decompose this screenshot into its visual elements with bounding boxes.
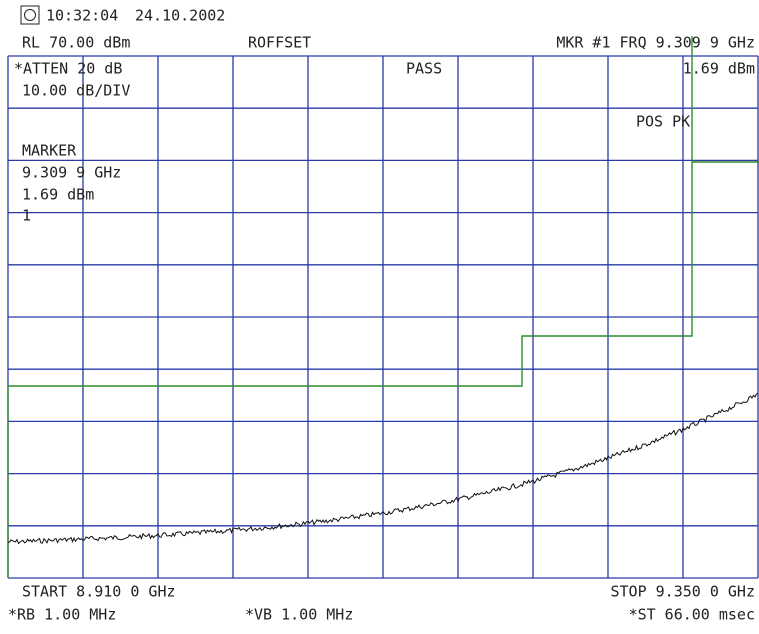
limit-result: PASS — [406, 60, 442, 78]
trace — [7, 392, 759, 545]
date: 24.10.2002 — [135, 7, 225, 25]
detector: POS PK — [636, 113, 690, 131]
video-bandwidth: *VB 1.00 MHz — [245, 606, 353, 624]
start-frequency: START 8.910 0 GHz — [22, 583, 176, 601]
stop-frequency: STOP 9.350 0 GHz — [611, 583, 756, 601]
marker-number: 1 — [22, 207, 31, 225]
limit-line — [7, 36, 759, 578]
time: 10:32:04 — [46, 7, 118, 25]
sweep-time: *ST 66.00 msec — [629, 606, 755, 624]
resolution-bandwidth: *RB 1.00 MHz — [8, 606, 116, 624]
reference-level: RL 70.00 dBm — [22, 34, 130, 52]
graticule — [7, 55, 759, 579]
logo-box — [20, 5, 40, 25]
attenuation: *ATTEN 20 dB — [14, 60, 122, 78]
logo — [24, 9, 36, 21]
marker-title: MARKER — [22, 142, 77, 160]
marker-amplitude: 1.69 dBm — [683, 60, 755, 78]
scale: 10.00 dB/DIV — [22, 82, 130, 100]
marker-frequency-box: 9.309 9 GHz — [22, 164, 121, 182]
offset: ROFFSET — [248, 34, 311, 52]
marker-amplitude-box: 1.69 dBm — [22, 186, 94, 204]
marker-frequency: MKR #1 FRQ 9.309 9 GHz — [556, 34, 755, 52]
